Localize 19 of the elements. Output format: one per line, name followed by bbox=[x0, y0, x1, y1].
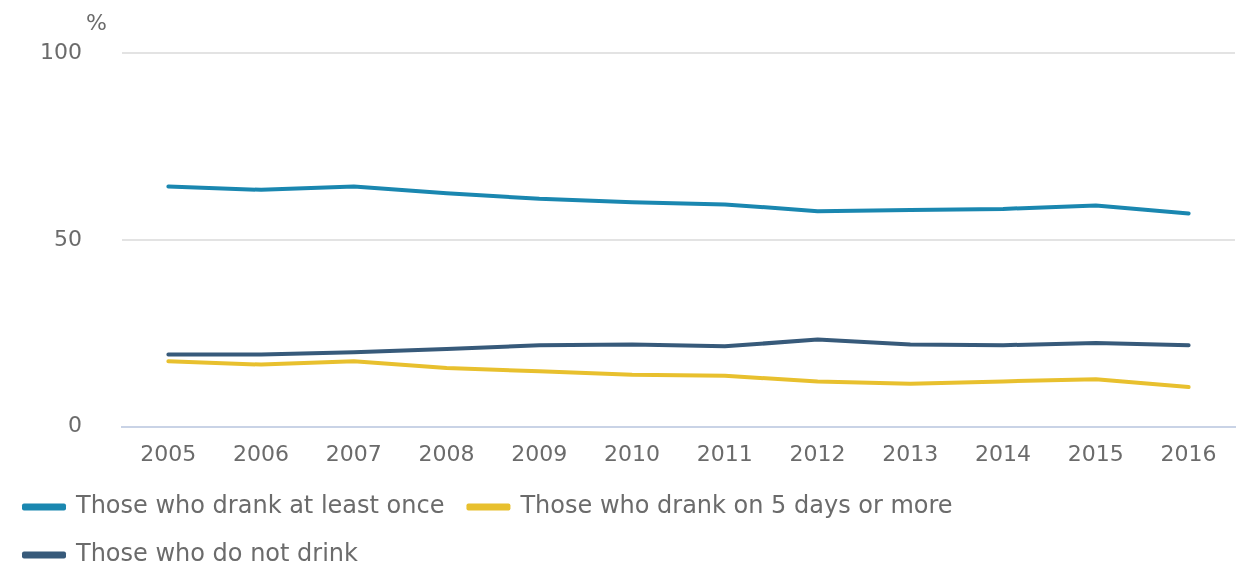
x-tick-label: 2005 bbox=[140, 440, 197, 466]
x-tick-label: 2015 bbox=[1067, 440, 1124, 466]
legend-label: Those who drank on 5 days or more bbox=[519, 491, 953, 520]
x-tick-label: 2012 bbox=[789, 440, 846, 466]
y-tick-label: 0 bbox=[67, 412, 82, 438]
x-tick-label: 2008 bbox=[418, 440, 475, 466]
x-tick-label: 2010 bbox=[604, 440, 661, 466]
x-tick-label: 2014 bbox=[975, 440, 1032, 466]
legend-label: Those who drank at least once bbox=[75, 491, 445, 520]
y-axis-title: % bbox=[86, 10, 107, 35]
x-tick-label: 2007 bbox=[325, 440, 382, 466]
x-tick-label: 2006 bbox=[233, 440, 290, 466]
legend-label: Those who do not drink bbox=[75, 539, 359, 568]
y-tick-label: 50 bbox=[53, 225, 82, 251]
y-tick-label: 100 bbox=[39, 38, 82, 64]
x-tick-label: 2011 bbox=[696, 440, 753, 466]
x-tick-label: 2009 bbox=[511, 440, 568, 466]
x-tick-label: 2013 bbox=[882, 440, 939, 466]
x-tick-label: 2016 bbox=[1160, 440, 1217, 466]
